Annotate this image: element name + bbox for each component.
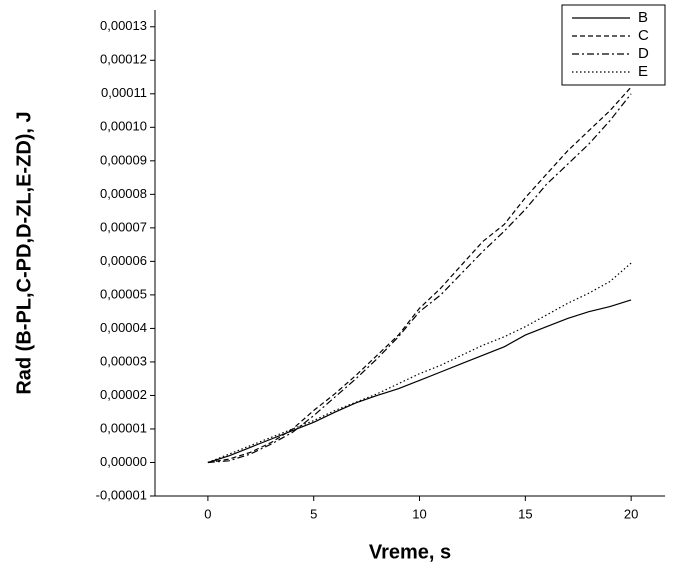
x-axis-title: Vreme, s: [369, 541, 451, 563]
x-tick-label: 10: [412, 506, 426, 521]
x-tick-label: 15: [518, 506, 532, 521]
y-tick-label: 0,00011: [101, 85, 147, 100]
y-tick-label: 0,00010: [100, 119, 147, 134]
series-line: [207, 86, 632, 464]
y-tick-label: 0,00007: [100, 219, 147, 234]
y-axis-title: Rad (B-PL,C-PD,D-ZL,E-ZD), J: [13, 111, 35, 394]
legend-label: C: [638, 27, 649, 44]
legend-label: B: [638, 9, 648, 26]
y-tick-label: 0,00002: [100, 387, 147, 402]
legend-box: [561, 4, 666, 86]
legend-label: D: [638, 45, 649, 62]
series-line: [207, 93, 632, 464]
x-tick-label: 0: [204, 506, 211, 521]
y-tick-label: 0,00013: [100, 18, 147, 33]
y-tick-label: 0,00009: [100, 152, 147, 167]
y-tick-label: -0,00001: [96, 487, 147, 502]
y-tick-label: 0,00006: [100, 253, 147, 268]
legend-label: E: [638, 63, 648, 80]
y-tick-label: 0,00004: [100, 320, 147, 335]
y-tick-label: 0,00008: [100, 186, 147, 201]
y-tick-label: 0,00000: [100, 454, 147, 469]
y-tick-label: 0,00012: [100, 52, 147, 67]
y-tick-label: 0,00001: [100, 420, 147, 435]
y-tick-label: 0,00003: [100, 353, 147, 368]
x-tick-label: 20: [624, 506, 638, 521]
series-line: [207, 299, 632, 464]
y-tick-label: 0,00005: [100, 286, 147, 301]
x-tick-label: 5: [310, 506, 317, 521]
series-line: [207, 262, 632, 464]
